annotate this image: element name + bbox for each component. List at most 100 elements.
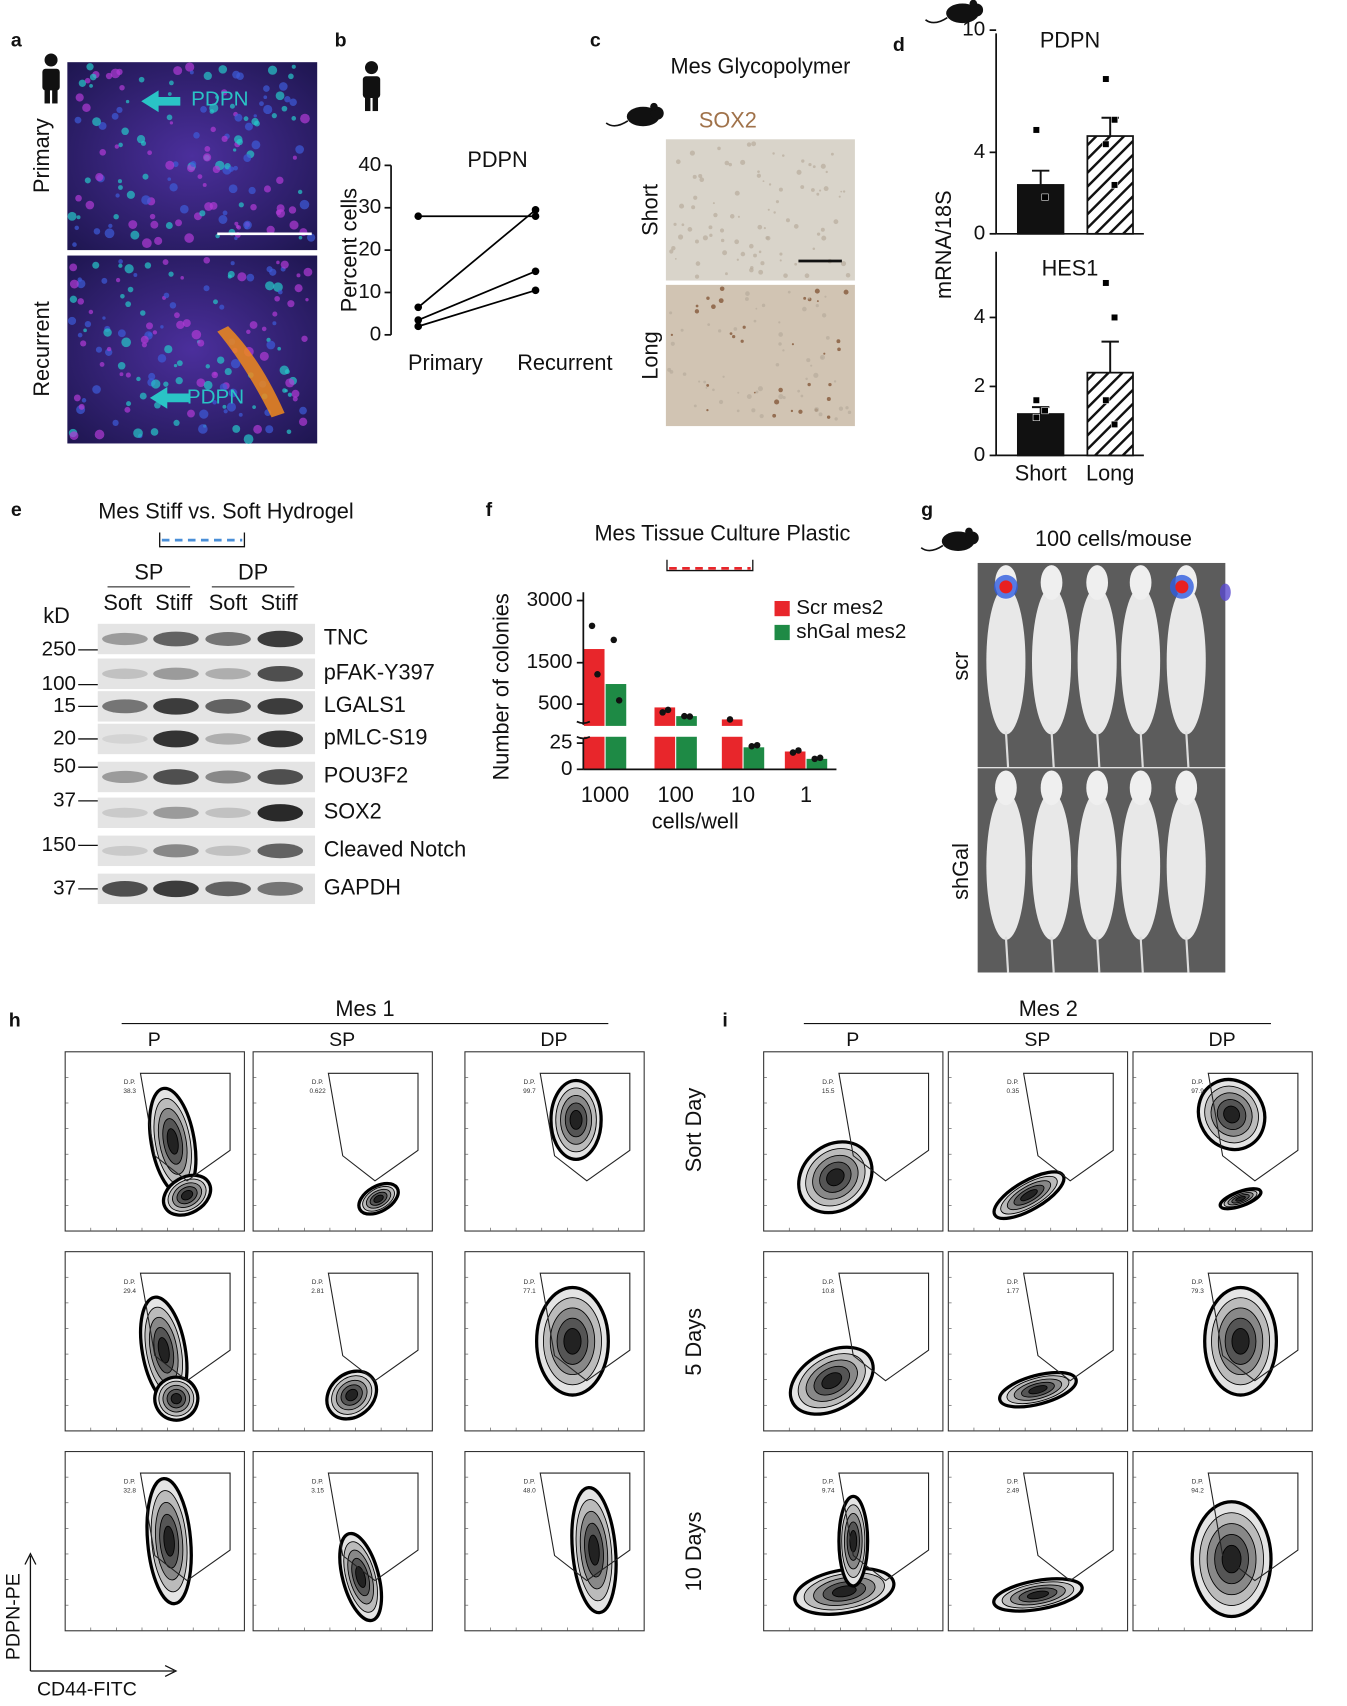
- cell-signal: [203, 380, 213, 390]
- mouse-body: [1031, 586, 1072, 735]
- data-point: [1111, 420, 1119, 428]
- cell-signal: [73, 394, 81, 402]
- axis-arrow: [24, 1552, 178, 1677]
- protein-label: pMLC-S19: [324, 725, 428, 750]
- y-tick-label: 20: [358, 238, 381, 261]
- legend-label: Scr mes2: [796, 596, 883, 619]
- ihc-texture: [823, 186, 829, 192]
- cell-signal: [224, 368, 232, 376]
- cell-signal: [92, 117, 101, 127]
- x-tick-label: 10: [731, 782, 755, 807]
- gate-name: D.P.: [312, 1079, 324, 1086]
- ihc-texture: [797, 389, 801, 393]
- cell-signal: [106, 346, 112, 352]
- x-axis-label: cells/well: [652, 808, 739, 833]
- gate: [1207, 1472, 1299, 1582]
- density-contour: [797, 1140, 874, 1215]
- y-axis-label: PDPN-PE: [2, 1573, 24, 1660]
- ihc-texture: [734, 190, 740, 196]
- bar: [1086, 371, 1134, 457]
- mouse-tail: [1050, 731, 1055, 768]
- y-axis-label: Number of colonies: [489, 593, 514, 780]
- ihc-texture: [806, 358, 811, 363]
- mouse-head: [1040, 565, 1063, 600]
- cell-signal: [119, 85, 125, 91]
- cell-signal: [216, 356, 225, 364]
- cell-signal: [299, 406, 307, 415]
- cell-signal: [81, 398, 87, 403]
- cell-signal: [141, 238, 152, 249]
- ihc-texture: [740, 251, 746, 257]
- ihc-texture: [816, 232, 821, 236]
- contour-ring: [170, 1393, 182, 1405]
- protein-label: POU3F2: [324, 763, 409, 788]
- cell-signal: [287, 300, 295, 308]
- human-icon: [44, 88, 50, 104]
- ihc-texture: [674, 257, 677, 260]
- ihc-texture: [825, 335, 830, 340]
- ihc-texture: [833, 380, 837, 383]
- density-contour: [788, 1345, 875, 1416]
- ihc-texture: [755, 307, 758, 310]
- panel-title: Mes Stiff vs. Soft Hydrogel: [98, 499, 354, 524]
- blot-band: [257, 730, 304, 748]
- ihc-texture: [836, 339, 841, 344]
- ihc-texture: [718, 399, 724, 405]
- ihc-texture: [687, 227, 693, 232]
- cell-signal: [296, 273, 301, 278]
- cell-signal: [99, 362, 105, 367]
- cell-signal: [118, 263, 123, 268]
- data-point: [588, 622, 596, 630]
- human-icon: [364, 61, 379, 75]
- cell-signal: [249, 321, 258, 329]
- ihc-texture: [775, 200, 780, 204]
- ihc-texture: [711, 304, 716, 310]
- cell-signal: [176, 360, 183, 367]
- cell-signal: [118, 185, 123, 190]
- ihc-texture: [837, 347, 841, 352]
- row-label: shGal: [948, 843, 973, 900]
- lane-label: Soft: [103, 590, 142, 615]
- panel-title: Mes 2: [1019, 996, 1078, 1021]
- gate-value: 0.622: [309, 1088, 326, 1095]
- cell-signal: [126, 401, 132, 407]
- density-contour: [357, 1181, 400, 1216]
- ihc-texture: [838, 195, 841, 198]
- y-axis-label: mRNA/18S: [931, 190, 956, 299]
- blot-band: [102, 734, 148, 744]
- mouse-body: [1031, 792, 1072, 940]
- data-point: [1111, 116, 1119, 124]
- ihc-texture: [812, 247, 816, 250]
- cell-signal: [160, 325, 164, 329]
- blot-band: [205, 632, 251, 646]
- mouse-head: [995, 770, 1017, 806]
- cell-signal: [99, 149, 107, 156]
- cell-signal: [210, 126, 216, 133]
- fluorescence-image: [67, 62, 318, 251]
- ihc-texture: [765, 236, 769, 240]
- ihc-texture: [709, 233, 713, 237]
- blot-band: [102, 807, 148, 818]
- mouse-icon: [650, 102, 658, 111]
- gate-value: 77.1: [523, 1288, 536, 1295]
- ihc-texture: [845, 406, 849, 410]
- ihc-texture: [843, 289, 849, 295]
- cell-signal: [251, 117, 259, 126]
- ihc-texture: [847, 410, 852, 415]
- x-tick-label: Short: [1015, 461, 1067, 486]
- row-label: 10 Days: [681, 1512, 706, 1592]
- cell-signal: [189, 70, 194, 75]
- blot-band: [205, 881, 251, 897]
- cell-signal: [232, 70, 241, 79]
- human-icon: [362, 76, 381, 99]
- legend-label: shGal mes2: [796, 620, 906, 643]
- ihc-texture: [778, 394, 784, 400]
- cell-signal: [288, 73, 294, 80]
- chart-title: PDPN: [467, 147, 527, 172]
- data-point: [681, 712, 688, 720]
- ihc-texture: [706, 408, 709, 412]
- y-tick-label: 10: [358, 280, 381, 303]
- contour-ring: [163, 1525, 175, 1557]
- ihc-texture: [840, 190, 843, 193]
